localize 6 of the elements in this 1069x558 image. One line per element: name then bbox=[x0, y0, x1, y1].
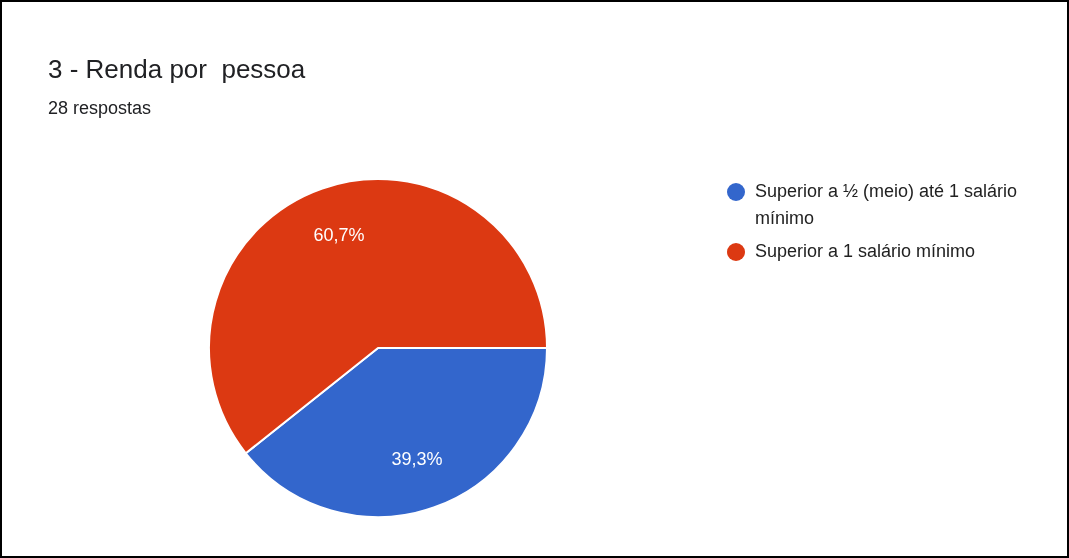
legend-label: Superior a ½ (meio) até 1 salário mínimo bbox=[755, 180, 1019, 230]
chart-subtitle: 28 respostas bbox=[48, 98, 152, 119]
chart-title: 3 - Renda por pessoa bbox=[48, 54, 306, 85]
legend-label: Superior a 1 salário mínimo bbox=[755, 240, 976, 263]
data-label: 60,7% bbox=[313, 225, 365, 246]
data-label: 39,3% bbox=[391, 448, 443, 469]
